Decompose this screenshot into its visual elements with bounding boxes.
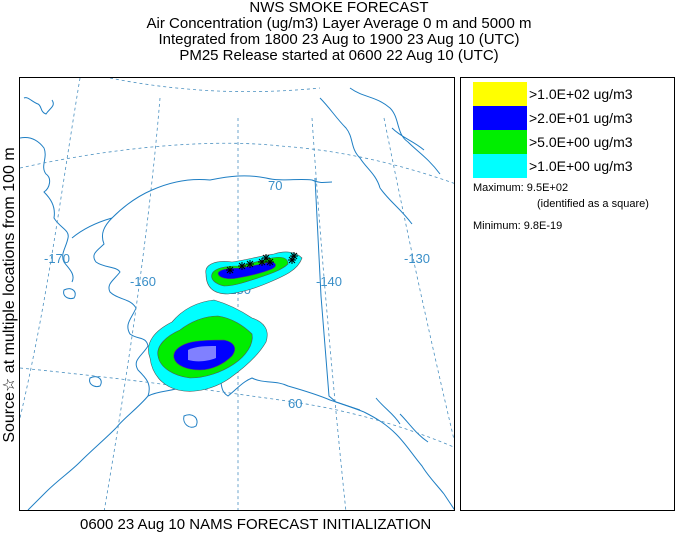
source-marker bbox=[246, 260, 254, 268]
lon-label-130: -130 bbox=[404, 251, 430, 266]
coastline-siberia bbox=[20, 97, 74, 283]
lon-label-170: -170 bbox=[44, 251, 70, 266]
smoke-map: -170 -160 -150 -140 -130 70 60 bbox=[20, 78, 454, 510]
minimum-value: Minimum: 9.8E-19 bbox=[473, 220, 563, 232]
source-markers bbox=[226, 252, 298, 274]
grid-labels: -170 -160 -150 -140 -130 70 60 bbox=[44, 178, 430, 411]
lat-label-60: 60 bbox=[288, 396, 302, 411]
maximum-value: Maximum: 9.5E+02 bbox=[473, 182, 569, 194]
coastline-north-slope bbox=[71, 175, 333, 239]
legend-item-gt-20: >2.0E+01 ug/m3 bbox=[473, 106, 673, 130]
coastline-west-alaska bbox=[93, 217, 150, 397]
title-concentration: Air Concentration (ug/m3) Layer Average … bbox=[146, 15, 532, 32]
source-marker bbox=[258, 258, 266, 266]
meridian-140 bbox=[311, 117, 347, 510]
meridian-160 bbox=[103, 97, 161, 510]
coastlines bbox=[20, 87, 454, 510]
map-panel[interactable]: -170 -160 -150 -140 -130 70 60 bbox=[19, 77, 455, 511]
lon-label-140: -140 bbox=[316, 274, 342, 289]
lon-label-160: -160 bbox=[130, 274, 156, 289]
legend-label: >5.0E+00 ug/m3 bbox=[529, 134, 633, 150]
legend-swatch-yellow bbox=[473, 82, 527, 106]
coastline-st-lawrence bbox=[63, 288, 76, 299]
source-marker bbox=[266, 258, 274, 266]
graticule bbox=[20, 78, 454, 510]
coastline-arctic-islands bbox=[319, 87, 441, 225]
source-marker bbox=[290, 252, 298, 260]
coastline-panhandle bbox=[363, 397, 454, 510]
legend-label: >1.0E+00 ug/m3 bbox=[529, 158, 633, 174]
forecast-initialization: 0600 23 Aug 10 NAMS FORECAST INITIALIZAT… bbox=[80, 516, 432, 533]
parallel-70 bbox=[20, 142, 454, 184]
parallel-60 bbox=[20, 367, 454, 448]
parallel-80 bbox=[109, 78, 321, 93]
maximum-note: (identified as a square) bbox=[537, 198, 649, 210]
side-label-container: Source☆ at multiple locations from 100 m bbox=[0, 77, 18, 513]
legend-swatch-blue bbox=[473, 106, 527, 130]
coastline-alaska-peninsula bbox=[27, 395, 149, 510]
title-block: NWS SMOKE FORECAST Air Concentration (ug… bbox=[0, 0, 678, 64]
canada-border bbox=[314, 177, 361, 411]
meridian-130 bbox=[383, 117, 454, 442]
legend-swatch-cyan bbox=[473, 154, 527, 178]
plume-south-light bbox=[188, 346, 216, 362]
legend-swatch-green bbox=[473, 130, 527, 154]
meridian-170 bbox=[20, 78, 81, 419]
plume-north-blue bbox=[217, 261, 276, 280]
legend-label: >2.0E+01 ug/m3 bbox=[529, 110, 633, 126]
title-integration-period: Integrated from 1800 23 Aug to 1900 23 A… bbox=[158, 31, 520, 48]
coastline-kodiak bbox=[183, 414, 198, 428]
title-release-start: PM25 Release started at 0600 22 Aug 10 (… bbox=[179, 47, 499, 64]
source-marker bbox=[262, 254, 270, 262]
source-marker bbox=[288, 256, 296, 264]
legend-panel: >1.0E+02 ug/m3 >2.0E+01 ug/m3 >5.0E+00 u… bbox=[460, 77, 675, 511]
smoke-plume-north bbox=[205, 251, 303, 295]
source-location-label: Source☆ at multiple locations from 100 m bbox=[1, 147, 18, 443]
lat-label-70: 70 bbox=[268, 178, 282, 193]
title-main: NWS SMOKE FORECAST bbox=[249, 0, 429, 16]
legend-label: >1.0E+02 ug/m3 bbox=[529, 86, 633, 102]
source-marker bbox=[238, 262, 246, 270]
legend-item-gt-100: >1.0E+02 ug/m3 bbox=[473, 82, 673, 106]
coastline-nunivak bbox=[89, 376, 102, 387]
legend-item-gt-5: >5.0E+00 ug/m3 bbox=[473, 130, 673, 154]
legend-item-gt-1: >1.0E+00 ug/m3 bbox=[473, 154, 673, 178]
source-marker bbox=[226, 266, 234, 274]
smoke-plume-south bbox=[148, 299, 268, 392]
